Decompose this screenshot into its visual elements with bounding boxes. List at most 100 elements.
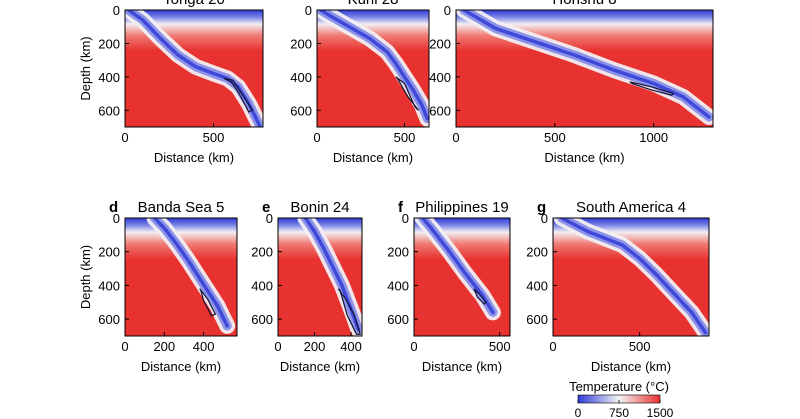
slab-core xyxy=(318,10,429,121)
x-tick-label: 0 xyxy=(452,130,459,145)
y-tick-label: 600 xyxy=(98,312,120,327)
x-tick-label: 0 xyxy=(549,339,556,354)
y-axis-label: Depth (km) xyxy=(78,245,93,309)
slab xyxy=(317,10,429,127)
outlined-region xyxy=(629,81,675,96)
y-tick-label: 0 xyxy=(444,3,451,18)
slab-core xyxy=(462,10,711,119)
panel-title: Bonin 24 xyxy=(290,199,349,216)
y-tick-label: 200 xyxy=(98,245,120,260)
y-tick-label: 200 xyxy=(429,36,451,51)
panel-title: Philippines 19 xyxy=(415,199,508,216)
y-tick-label: 0 xyxy=(541,211,548,226)
x-axis-label: Distance (km) xyxy=(422,359,502,374)
x-tick-label: 500 xyxy=(629,339,651,354)
y-tick-label: 200 xyxy=(387,245,409,260)
y-tick-label: 200 xyxy=(251,245,273,260)
panel-letter: g xyxy=(537,199,546,216)
plot-frame xyxy=(277,217,363,337)
slab-core xyxy=(559,218,708,335)
x-axis-label: Distance (km) xyxy=(544,150,624,165)
x-tick-label: 0 xyxy=(274,339,281,354)
y-tick-label: 0 xyxy=(113,3,120,18)
panel-letter: d xyxy=(109,199,118,216)
x-tick-label: 200 xyxy=(153,339,175,354)
colorbar-tick-label: 1500 xyxy=(647,406,674,419)
x-tick-label: 0 xyxy=(313,130,320,145)
y-tick-label: 600 xyxy=(387,312,409,327)
x-axis-label: Distance (km) xyxy=(280,359,360,374)
colorbar-title: Temperature (°C) xyxy=(569,379,669,394)
y-tick-label: 600 xyxy=(251,312,273,327)
panel-letter: e xyxy=(262,199,270,216)
y-tick-label: 200 xyxy=(98,36,120,51)
outlined-region xyxy=(337,288,362,335)
plot-frame xyxy=(124,9,264,128)
x-tick-label: 500 xyxy=(544,130,566,145)
y-tick-label: 400 xyxy=(429,70,451,85)
slab xyxy=(456,10,713,125)
slab-core xyxy=(420,218,495,315)
outlined-region xyxy=(473,288,487,305)
panel-title: Kuril 28 xyxy=(348,0,399,8)
plot-frame xyxy=(413,217,511,337)
y-tick-label: 400 xyxy=(387,278,409,293)
y-tick-label: 400 xyxy=(98,70,120,85)
x-tick-label: 500 xyxy=(203,130,225,145)
plot-frame xyxy=(124,217,238,337)
slab xyxy=(553,218,709,336)
y-tick-label: 0 xyxy=(266,211,273,226)
outlined-region xyxy=(199,288,217,317)
panel-title: South America 4 xyxy=(576,199,686,216)
y-tick-label: 600 xyxy=(290,103,312,118)
plot-frame xyxy=(552,217,710,337)
plot-frame xyxy=(316,9,430,128)
temperature-field xyxy=(317,10,429,127)
x-axis-label: Distance (km) xyxy=(333,150,413,165)
colorbar-tick-label: 0 xyxy=(575,406,582,419)
x-tick-label: 500 xyxy=(394,130,416,145)
outlined-region xyxy=(395,76,419,111)
y-tick-label: 600 xyxy=(526,312,548,327)
y-tick-label: 200 xyxy=(526,245,548,260)
colorbar-tick-label: 750 xyxy=(609,406,629,419)
slab-core xyxy=(152,218,229,328)
outlined-region xyxy=(223,77,254,113)
temperature-field xyxy=(553,218,709,336)
x-axis-label: Distance (km) xyxy=(141,359,221,374)
x-tick-label: 500 xyxy=(489,339,511,354)
slab xyxy=(414,218,501,321)
y-tick-label: 600 xyxy=(98,103,120,118)
panel-title: Banda Sea 5 xyxy=(138,199,225,216)
slab xyxy=(146,218,236,334)
y-tick-label: 0 xyxy=(305,3,312,18)
x-tick-label: 0 xyxy=(121,130,128,145)
colorbar: Temperature (°C) 0 750 1500 xyxy=(569,379,674,419)
y-tick-label: 0 xyxy=(113,211,120,226)
y-tick-label: 600 xyxy=(429,103,451,118)
y-tick-label: 400 xyxy=(98,278,120,293)
x-tick-label: 0 xyxy=(410,339,417,354)
x-axis-label: Distance (km) xyxy=(154,150,234,165)
y-tick-label: 400 xyxy=(290,70,312,85)
x-tick-label: 200 xyxy=(304,339,326,354)
y-tick-label: 400 xyxy=(526,278,548,293)
panel-title: Honshu 8 xyxy=(552,0,616,8)
y-tick-label: 0 xyxy=(402,211,409,226)
y-tick-label: 200 xyxy=(290,36,312,51)
y-axis-label: Depth (km) xyxy=(78,36,93,100)
x-tick-label: 1000 xyxy=(639,130,668,145)
x-tick-label: 400 xyxy=(193,339,215,354)
panel-letter: f xyxy=(398,199,404,216)
x-axis-label: Distance (km) xyxy=(591,359,671,374)
plot-frame xyxy=(455,9,714,128)
x-tick-label: 400 xyxy=(340,339,362,354)
y-tick-label: 400 xyxy=(251,278,273,293)
